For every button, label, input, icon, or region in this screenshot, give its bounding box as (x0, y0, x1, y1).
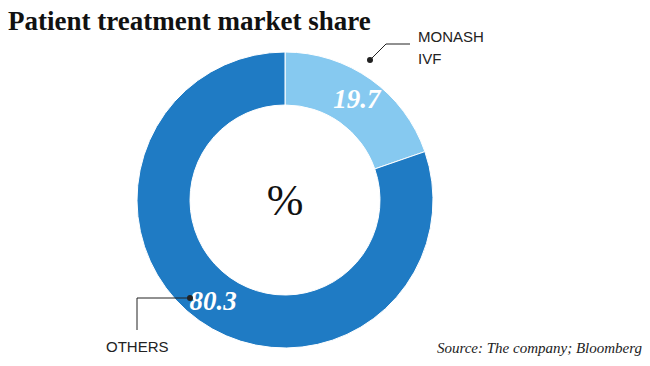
category-label: MONASHIVF (418, 28, 484, 67)
leader-dot (187, 295, 193, 301)
leader-line (137, 298, 190, 330)
data-label: 80.3 (189, 286, 236, 316)
leader-dot (367, 57, 373, 63)
center-label: % (267, 176, 304, 225)
title: Patient treatment market share (8, 6, 371, 36)
labels: 19.7 80.3 MONASHIVF OTHERS (106, 28, 484, 355)
leader-line (370, 44, 410, 60)
category-label: OTHERS (106, 338, 169, 355)
data-label: 19.7 (333, 84, 382, 114)
chart-svg: Patient treatment market share 19.7 80.3 MO… (0, 0, 650, 366)
source: Source: The company; Bloomberg (437, 340, 643, 356)
chart-container: Patient treatment market share 19.7 80.3 MO… (0, 0, 650, 366)
slice (137, 52, 433, 348)
slices (137, 52, 433, 348)
slice (285, 52, 425, 169)
